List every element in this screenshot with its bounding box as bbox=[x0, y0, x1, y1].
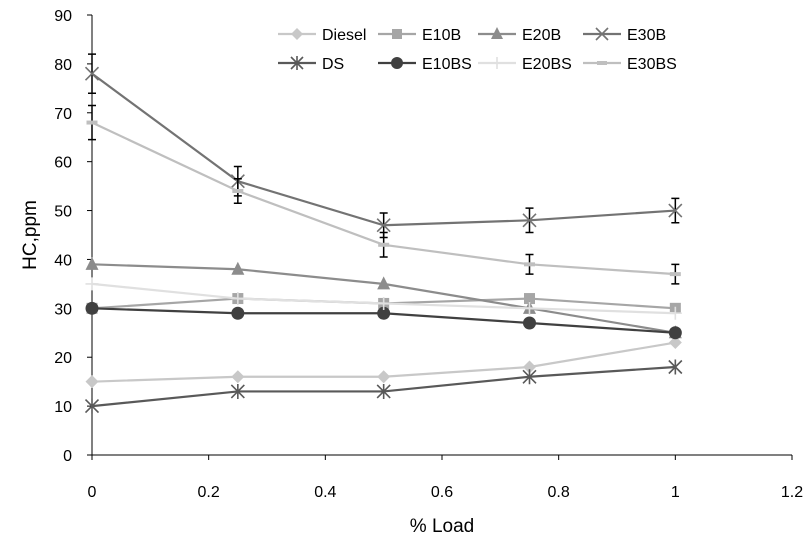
y-axis-ticks: 0 10 20 30 40 50 60 70 80 90 bbox=[54, 8, 92, 465]
data-point bbox=[668, 203, 683, 218]
series-e30b bbox=[84, 53, 683, 239]
data-point bbox=[523, 360, 536, 374]
legend-item-e30b: E30B bbox=[583, 27, 666, 44]
y-axis-title: HC,ppm bbox=[20, 200, 41, 270]
legend-item-diesel: Diesel bbox=[278, 27, 366, 44]
series-e10bs bbox=[85, 301, 682, 340]
y-tick-label: 90 bbox=[54, 8, 72, 25]
legend-label: E20BS bbox=[522, 56, 572, 73]
data-point bbox=[668, 326, 682, 340]
x-tick-label: 1.2 bbox=[781, 484, 803, 501]
series-e30bs bbox=[86, 104, 681, 285]
series-diesel bbox=[85, 336, 682, 389]
data-point bbox=[231, 292, 245, 306]
legend: Diesel E10B E20B E30B DS E10BS E20BS E30BS bbox=[278, 27, 677, 73]
data-point bbox=[392, 29, 402, 39]
legend-item-e20bs: E20BS bbox=[478, 56, 572, 73]
data-point bbox=[523, 316, 536, 330]
data-point bbox=[85, 256, 99, 270]
y-tick-label: 10 bbox=[54, 399, 72, 416]
legend-label: Diesel bbox=[322, 27, 366, 44]
data-point bbox=[231, 261, 245, 275]
data-point bbox=[378, 242, 390, 247]
data-point bbox=[668, 336, 682, 350]
data-point bbox=[84, 398, 100, 414]
data-point bbox=[84, 66, 100, 81]
y-tick-label: 40 bbox=[54, 252, 72, 269]
data-point bbox=[377, 306, 391, 320]
x-axis-title: % Load bbox=[410, 516, 474, 537]
data-point bbox=[595, 27, 609, 41]
x-tick-label: 0.4 bbox=[314, 484, 336, 501]
y-tick-label: 30 bbox=[54, 301, 72, 318]
data-point bbox=[522, 369, 537, 385]
data-point bbox=[231, 370, 245, 384]
data-point bbox=[230, 383, 245, 399]
data-point bbox=[376, 383, 391, 399]
x-axis-ticks: 0 0.2 0.4 0.6 0.8 1 1.2 bbox=[88, 455, 803, 501]
x-tick-label: 1 bbox=[671, 484, 680, 501]
legend-label: E30BS bbox=[627, 56, 677, 73]
series-e20bs bbox=[85, 277, 682, 320]
y-tick-label: 50 bbox=[54, 204, 72, 221]
data-point bbox=[668, 306, 682, 320]
data-point bbox=[377, 276, 391, 290]
data-point bbox=[377, 296, 391, 310]
legend-item-ds: DS bbox=[278, 56, 344, 73]
data-point bbox=[377, 370, 391, 384]
data-point bbox=[668, 359, 683, 375]
legend-item-e10b: E10B bbox=[378, 27, 461, 44]
y-tick-label: 60 bbox=[54, 155, 72, 172]
data-point bbox=[669, 272, 681, 277]
x-tick-label: 0.6 bbox=[431, 484, 453, 501]
series-layer bbox=[84, 53, 683, 414]
y-tick-label: 20 bbox=[54, 350, 72, 367]
legend-item-e20b: E20B bbox=[478, 27, 561, 44]
plot-area bbox=[91, 15, 792, 456]
data-point bbox=[391, 57, 403, 69]
legend-label: DS bbox=[322, 56, 344, 73]
legend-label: E30B bbox=[627, 27, 666, 44]
data-point bbox=[522, 213, 537, 228]
x-tick-label: 0 bbox=[88, 484, 97, 501]
series-ds bbox=[84, 359, 683, 414]
data-point bbox=[231, 306, 245, 320]
data-point bbox=[523, 301, 536, 315]
y-tick-label: 70 bbox=[54, 106, 72, 123]
data-point bbox=[524, 262, 535, 267]
legend-label: E10B bbox=[422, 27, 461, 44]
data-point bbox=[85, 375, 99, 389]
data-point bbox=[491, 27, 503, 39]
data-point bbox=[491, 57, 503, 69]
data-point bbox=[85, 301, 99, 315]
data-point bbox=[85, 277, 99, 291]
legend-item-e30bs: E30BS bbox=[583, 56, 677, 73]
legend-item-e10bs: E10BS bbox=[378, 56, 472, 73]
data-point bbox=[86, 120, 98, 125]
data-point bbox=[376, 218, 391, 233]
y-tick-label: 80 bbox=[54, 57, 72, 74]
legend-label: E10BS bbox=[422, 56, 472, 73]
x-tick-label: 0.2 bbox=[198, 484, 220, 501]
data-point bbox=[524, 293, 535, 305]
data-point bbox=[290, 56, 304, 70]
legend-label: E20B bbox=[522, 27, 561, 44]
x-tick-label: 0.8 bbox=[548, 484, 570, 501]
data-point bbox=[232, 189, 244, 193]
y-tick-label: 0 bbox=[63, 448, 72, 465]
data-point bbox=[291, 28, 303, 40]
series-line bbox=[91, 72, 676, 227]
data-point bbox=[597, 61, 607, 65]
